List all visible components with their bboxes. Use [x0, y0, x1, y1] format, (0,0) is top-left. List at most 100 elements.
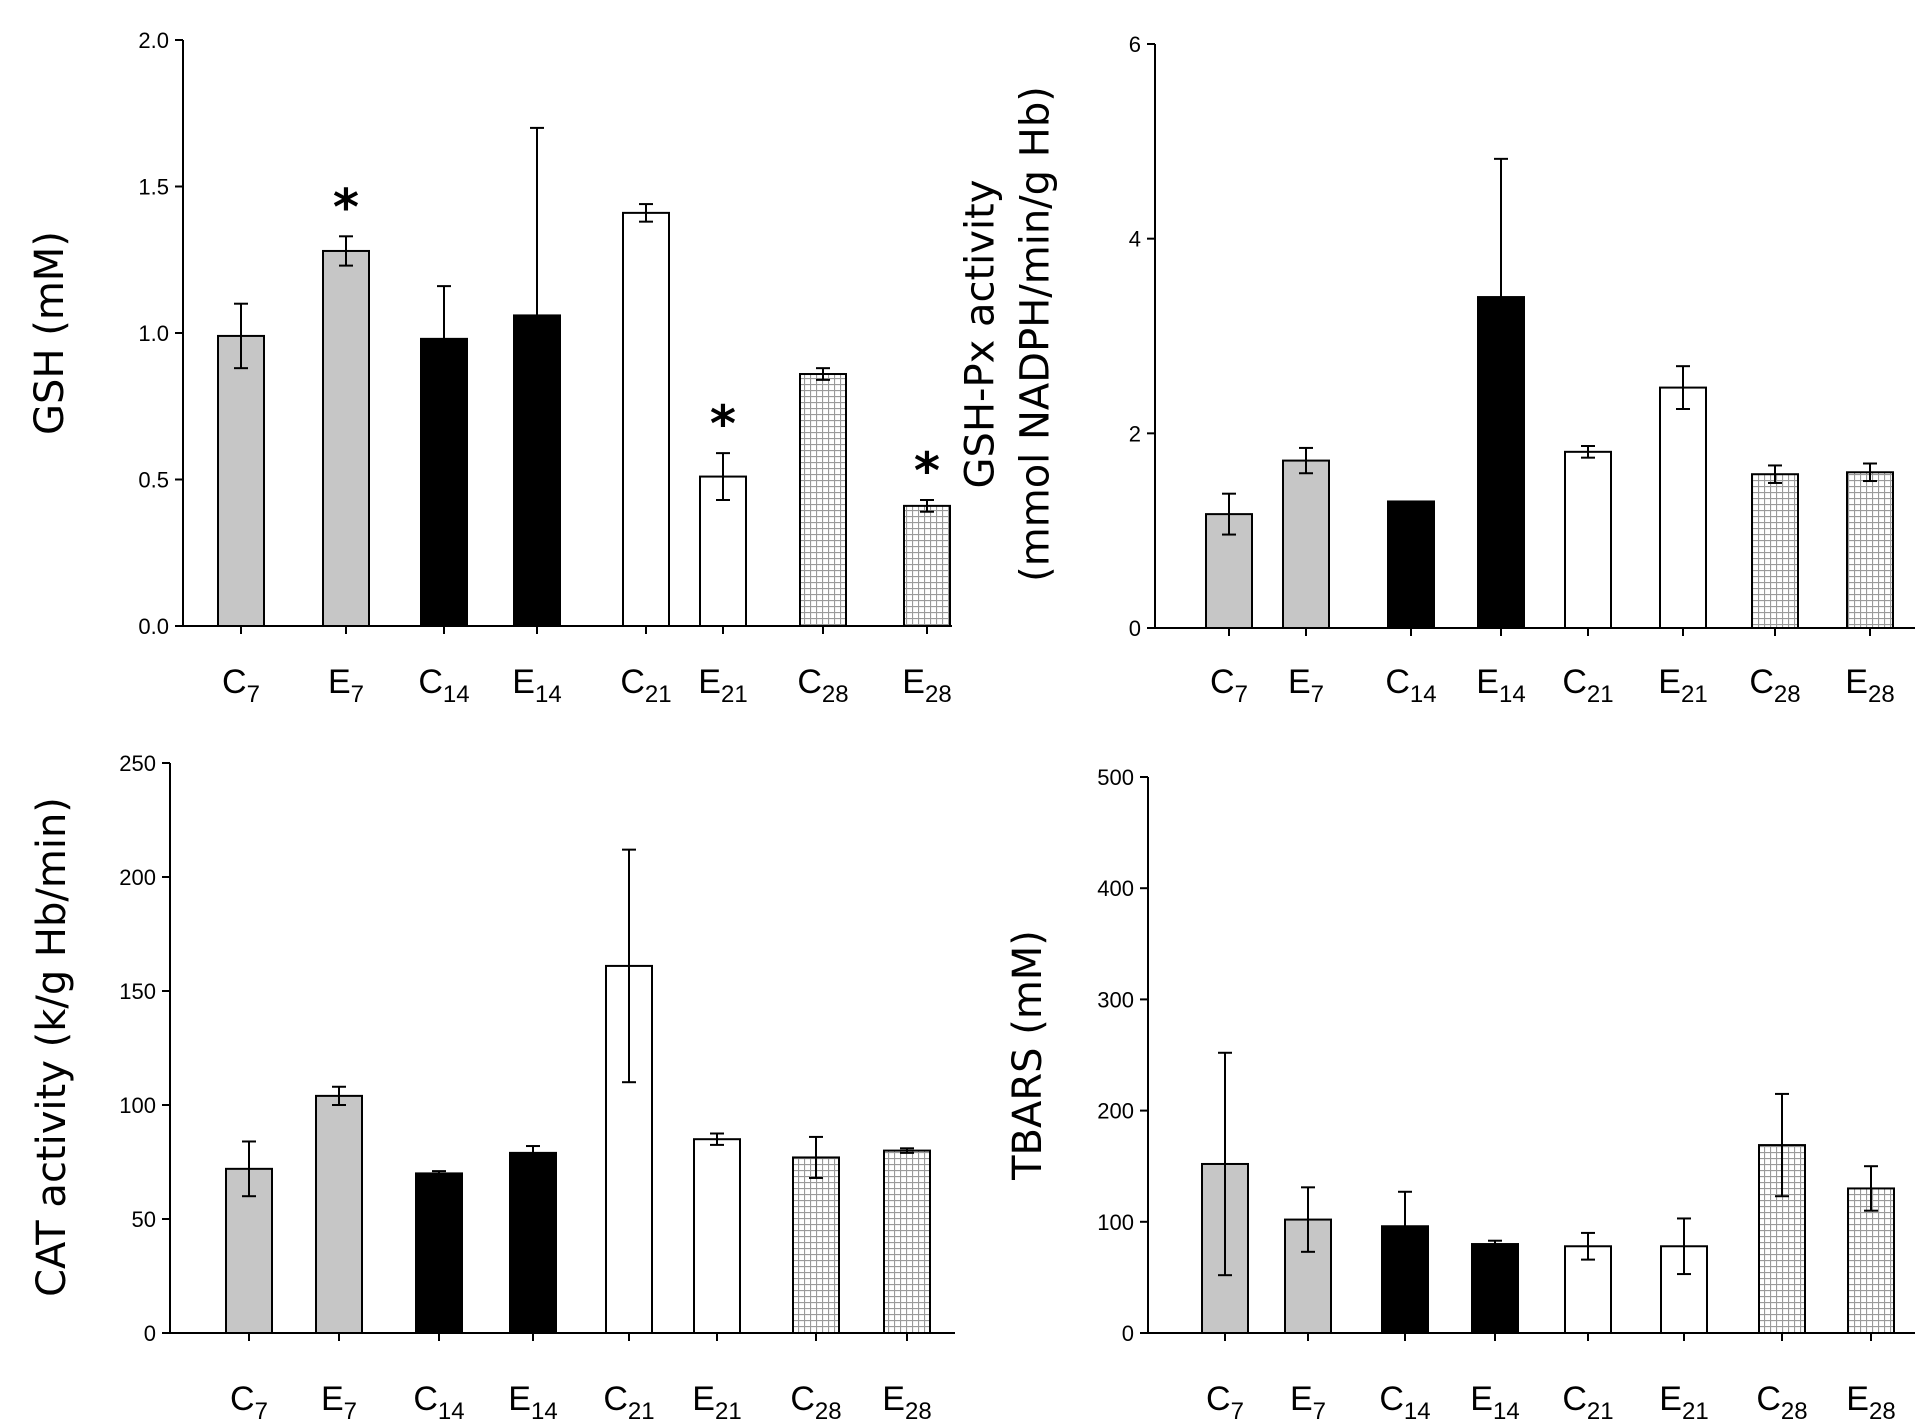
- error-bar-c7: [1218, 1051, 1232, 1277]
- bar-e14: [1471, 1243, 1519, 1335]
- error-bar-e28: [900, 1147, 914, 1154]
- x-tick-label-c21: C21: [1562, 663, 1613, 708]
- error-bar-c21: [639, 203, 653, 223]
- error-bar-c21: [1581, 444, 1595, 459]
- y-tick-label: 0.0: [138, 614, 169, 639]
- x-tick-label-c14: C14: [1385, 663, 1436, 708]
- y-tick-label: 100: [119, 1093, 156, 1118]
- x-tick-label-e7: E7: [328, 663, 364, 708]
- x-tick-label-c28: C28: [1749, 663, 1800, 708]
- chart-cat: 0 50 100 150 200 250 C7 E7 C14 E14 C21 E21 C28 E28 CAT…: [29, 751, 955, 1425]
- error-bar-c28: [809, 1135, 823, 1179]
- error-bar-e21: [710, 1132, 724, 1146]
- x-tick-label-e7: E7: [1288, 663, 1324, 708]
- y-tick-label: 300: [1097, 987, 1134, 1012]
- x-tick-label-c14: C14: [413, 1380, 464, 1425]
- error-bar-e14: [1488, 1239, 1502, 1249]
- error-bar-e28: [1864, 1165, 1878, 1212]
- x-tick-label-c28: C28: [797, 663, 848, 708]
- x-tick-label-c7: C7: [230, 1380, 268, 1425]
- y-tick-label: 400: [1097, 876, 1134, 901]
- x-tick-label-c28: C28: [790, 1380, 841, 1425]
- bar-e7: [315, 1094, 363, 1334]
- error-bar-c7: [1222, 492, 1236, 536]
- y-axis-title: (mmol NADPH/min/g Hb): [1013, 86, 1059, 582]
- y-tick-label: 150: [119, 979, 156, 1004]
- y-tick-label: 2: [1129, 421, 1141, 446]
- bar-c14: [1387, 500, 1435, 630]
- x-tick-label-c21: C21: [620, 663, 671, 708]
- error-bar-c7: [234, 302, 248, 370]
- x-tick-label-c21: C21: [1562, 1380, 1613, 1425]
- error-bar-c7: [242, 1140, 256, 1198]
- x-tick-label-e28: E28: [1845, 663, 1894, 708]
- y-axis-title: CAT activity (k/g Hb/min): [29, 797, 75, 1297]
- y-tick-label: 200: [1097, 1099, 1134, 1124]
- chart-gsh-px: 0 2 4 6 C7 E7 C14 E14 C21 E21 C28 E28 GSH-Px activit…: [958, 32, 1915, 708]
- bar-e7: [1282, 459, 1330, 629]
- error-bar-e21: [1677, 1217, 1691, 1276]
- y-tick-label: 1.0: [138, 321, 169, 346]
- x-tick-label-e21: E21: [698, 663, 747, 708]
- bar-e21: [699, 475, 747, 627]
- y-tick-label: 1.5: [138, 175, 169, 200]
- y-tick-label: 0: [1129, 616, 1141, 641]
- bar-e7: [322, 249, 370, 628]
- y-axis-title: GSH-Px activity: [958, 180, 1004, 489]
- error-bar-e14: [530, 126, 544, 504]
- x-tick-label-c7: C7: [1206, 1380, 1244, 1425]
- y-tick-label: 100: [1097, 1210, 1134, 1235]
- bar-c21: [622, 211, 670, 627]
- x-tick-label-e14: E14: [1470, 1380, 1519, 1425]
- x-tick-label-c21: C21: [603, 1380, 654, 1425]
- error-bar-e21: [1676, 365, 1690, 410]
- error-bar-e21: [716, 452, 730, 502]
- bar-e28: [883, 1149, 931, 1334]
- bar-e28: [903, 504, 951, 627]
- bar-e21: [693, 1138, 741, 1334]
- bar-c14: [415, 1172, 463, 1335]
- error-bar-e14: [526, 1145, 540, 1161]
- x-tick-label-e14: E14: [508, 1380, 557, 1425]
- x-tick-label-e14: E14: [512, 663, 561, 708]
- bar-e14: [509, 1151, 557, 1334]
- y-tick-label: 0.5: [138, 468, 169, 493]
- error-bar-c21: [622, 848, 636, 1084]
- x-tick-label-c7: C7: [1210, 663, 1248, 708]
- x-tick-label-e7: E7: [321, 1380, 357, 1425]
- significance-marker: *: [710, 395, 736, 453]
- error-bar-c14: [437, 285, 451, 393]
- error-bar-e7: [332, 1085, 346, 1106]
- error-bar-c28: [1768, 464, 1782, 484]
- significance-marker: *: [914, 442, 940, 500]
- x-tick-label-c7: C7: [222, 663, 260, 708]
- x-tick-label-c14: C14: [1379, 1380, 1430, 1425]
- bar-e28: [1846, 471, 1894, 629]
- significance-marker: *: [333, 178, 359, 236]
- y-tick-label: 250: [119, 751, 156, 776]
- x-tick-label-e28: E28: [882, 1380, 931, 1425]
- error-bar-c21: [1581, 1231, 1595, 1261]
- y-tick-label: 200: [119, 865, 156, 890]
- y-axis-title: TBARS (mM): [1005, 930, 1051, 1181]
- bar-e28: [1847, 1187, 1895, 1334]
- bar-c7: [217, 334, 265, 627]
- x-tick-label-e28: E28: [1846, 1380, 1895, 1425]
- error-bar-e14: [1494, 157, 1508, 437]
- x-tick-label-e28: E28: [902, 663, 951, 708]
- x-tick-label-e21: E21: [692, 1380, 741, 1425]
- error-bar-e7: [1299, 446, 1313, 475]
- x-tick-label-e21: E21: [1659, 1380, 1708, 1425]
- x-tick-label-e7: E7: [1290, 1380, 1326, 1425]
- chart-gsh: 0.0 0.5 1.0 1.5 2.0 C7 E7 * C14 E14 C21 E21 * C28 E28 *…: [27, 28, 952, 708]
- x-tick-label-c28: C28: [1756, 1380, 1807, 1425]
- error-bar-c28: [1775, 1092, 1789, 1198]
- y-tick-label: 4: [1129, 227, 1141, 252]
- x-tick-label-e14: E14: [1476, 663, 1525, 708]
- x-tick-label-e21: E21: [1658, 663, 1707, 708]
- error-bar-c14: [1398, 1190, 1412, 1262]
- bar-c28: [799, 373, 847, 627]
- bar-e21: [1659, 386, 1707, 629]
- error-bar-e28: [1863, 462, 1877, 483]
